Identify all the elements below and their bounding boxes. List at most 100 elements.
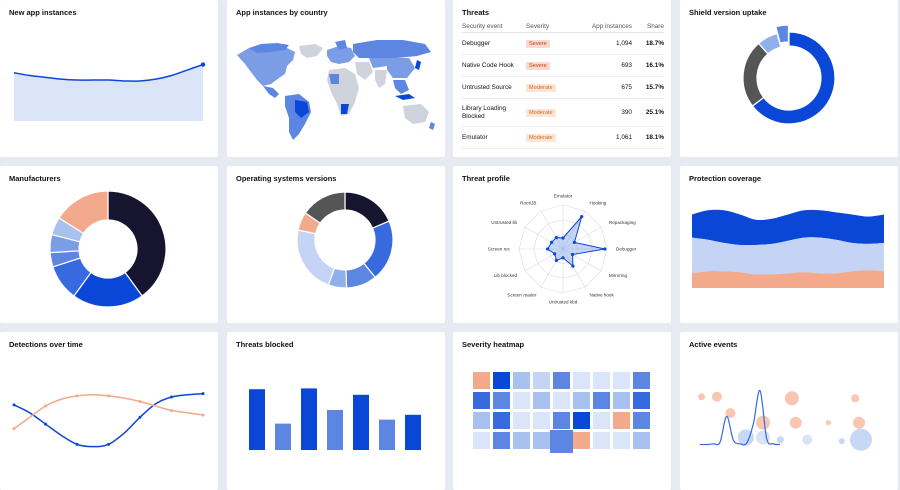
- instances-value: 693: [621, 62, 632, 69]
- severity-badge: Severe: [526, 39, 550, 48]
- radar-point: [554, 258, 558, 263]
- map-region-europe[interactable]: [327, 46, 355, 64]
- table-row[interactable]: Untrusted Source Moderate 675 15.7%: [462, 77, 664, 99]
- heatmap-cell: [593, 412, 610, 429]
- event-bubble: [802, 434, 813, 445]
- heatmap-cell: [573, 432, 590, 449]
- heatmap-cell: [513, 372, 530, 389]
- event-bubble: [851, 394, 860, 403]
- radar-point: [546, 247, 550, 251]
- radar-point: [554, 235, 558, 240]
- shield-version-donut: [742, 24, 836, 125]
- world-map[interactable]: [227, 0, 445, 157]
- heatmap-cell: [513, 432, 530, 449]
- event-bubble: [825, 420, 831, 426]
- event-bubble: [711, 391, 722, 402]
- event-line: [699, 389, 781, 446]
- map-region-india[interactable]: [375, 70, 387, 88]
- map-region-west-africa[interactable]: [329, 74, 339, 84]
- radar-spoke: [540, 210, 564, 250]
- radar-point: [549, 240, 554, 244]
- heatmap-cell: [553, 412, 570, 429]
- heatmap-cell: [473, 412, 490, 429]
- map-region-southeast-asia[interactable]: [393, 80, 409, 94]
- radar-point: [553, 252, 557, 256]
- event-bubble: [776, 436, 784, 444]
- event-bubble: [756, 415, 771, 430]
- heatmap-cell: [593, 392, 610, 409]
- data-point: [75, 442, 79, 446]
- map-region-russia[interactable]: [353, 40, 431, 58]
- coverage-area: [692, 270, 884, 288]
- severity-badge: Moderate: [526, 83, 556, 92]
- radar-point: [572, 240, 577, 244]
- coverage-area: [692, 237, 884, 275]
- map-region-south-africa[interactable]: [341, 104, 349, 114]
- threat-profile-radar: Emulator Hooking Repackaging Debugger Mirror…: [488, 194, 637, 305]
- event-bubble: [698, 393, 706, 401]
- radar-point: [561, 256, 565, 260]
- donut-slice: [775, 24, 790, 44]
- radar-point: [570, 252, 575, 257]
- heatmap-cell: [633, 372, 650, 389]
- donut-slice: [58, 190, 109, 235]
- share-value: 18.7%: [645, 40, 664, 47]
- data-point: [200, 62, 206, 67]
- card-title: App instances by country: [236, 8, 328, 17]
- radar-spoke: [524, 248, 564, 272]
- column-header[interactable]: App instances: [591, 22, 632, 30]
- map-region-new-zealand[interactable]: [429, 122, 435, 130]
- table-row[interactable]: Library Loading Blocked Moderate 390 25.…: [462, 99, 664, 127]
- event-bubble: [725, 408, 736, 419]
- data-point: [44, 422, 47, 426]
- map-region-north-america[interactable]: [237, 46, 295, 86]
- map-region-brazil[interactable]: [295, 100, 309, 118]
- radar-axis-label: Native hook: [590, 292, 615, 297]
- severity-heatmap-grid: [473, 372, 650, 453]
- map-region-indonesia[interactable]: [395, 94, 415, 100]
- map-region-middle-east[interactable]: [355, 62, 373, 80]
- map-region-mexico[interactable]: [263, 86, 279, 98]
- radar-axis-label: Untrusted kbd: [549, 300, 578, 305]
- table-row[interactable]: Debugger Severe 1,094 18.7%: [462, 33, 664, 55]
- radar-spoke: [524, 226, 564, 250]
- radar-axis-label: Debugger: [616, 247, 637, 252]
- data-point: [138, 415, 142, 419]
- radar-point: [603, 247, 607, 251]
- table-row[interactable]: Emulator Moderate 1,061 18.1%: [462, 127, 664, 149]
- card-detections-over-time: Detections over time: [0, 332, 218, 490]
- map-region-australia[interactable]: [403, 104, 429, 124]
- event-name: Untrusted Source: [462, 84, 512, 91]
- data-point: [138, 400, 142, 404]
- map-region-central-asia[interactable]: [369, 58, 387, 68]
- card-threats: Threats Security event Severity App inst…: [453, 0, 671, 157]
- column-header[interactable]: Security event: [462, 22, 503, 30]
- map-region-china[interactable]: [387, 58, 415, 78]
- data-point: [75, 394, 79, 398]
- heatmap-cell: [553, 392, 570, 409]
- card-title: Active events: [689, 340, 738, 349]
- bar: [353, 394, 369, 450]
- os-versions-donut: [296, 191, 394, 289]
- donut-slice: [304, 191, 346, 224]
- instances-value: 390: [621, 109, 632, 116]
- series-line: [13, 392, 204, 448]
- map-region-canada[interactable]: [249, 43, 289, 53]
- heatmap-cell: [553, 372, 570, 389]
- table-row[interactable]: Native Code Hook Severe 693 16.1%: [462, 55, 664, 77]
- radar-axis-label: Repackaging: [609, 220, 636, 225]
- column-header[interactable]: Severity: [526, 22, 550, 30]
- event-bubble: [737, 429, 754, 446]
- table-header: Security event Severity App instances Sh…: [462, 20, 664, 33]
- heatmap-cell: [550, 430, 573, 453]
- radar-axis-label: Lib blocked: [494, 273, 518, 278]
- event-bubble: [853, 416, 866, 429]
- radar-spoke: [562, 248, 586, 288]
- data-point: [12, 427, 16, 431]
- column-header[interactable]: Share: [646, 22, 664, 30]
- map-region-greenland[interactable]: [299, 44, 323, 58]
- card-new-app-instances: New app instances: [0, 0, 218, 157]
- map-region-scandinavia[interactable]: [335, 40, 347, 50]
- map-region-japan[interactable]: [415, 60, 421, 70]
- heatmap-cell: [593, 432, 610, 449]
